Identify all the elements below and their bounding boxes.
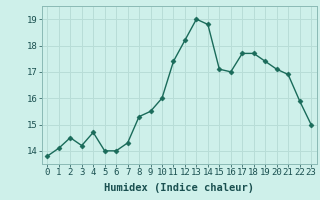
X-axis label: Humidex (Indice chaleur): Humidex (Indice chaleur) xyxy=(104,183,254,193)
